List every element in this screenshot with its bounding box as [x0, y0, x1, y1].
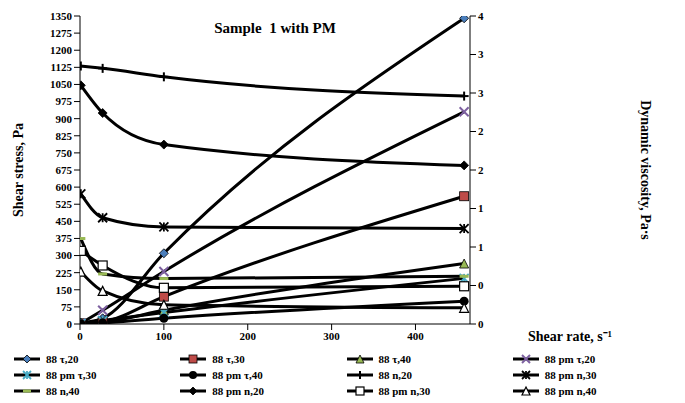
svg-text:750: 750	[56, 147, 73, 159]
html-text:88 pm n,20: 88 pm n,20	[212, 385, 264, 397]
svg-text:375: 375	[56, 232, 73, 244]
html-text:88 τ,40: 88 τ,40	[378, 353, 412, 365]
html-text:88 pm n,40: 88 pm n,40	[544, 385, 597, 397]
svg-text:0: 0	[67, 318, 73, 330]
svg-text:4: 4	[478, 10, 484, 22]
html-text:88 pm τ,20: 88 pm τ,20	[544, 353, 596, 365]
svg-text:900: 900	[56, 113, 73, 125]
html-text:88 n,20: 88 n,20	[378, 369, 413, 381]
html-text:88 pm n,30: 88 pm n,30	[378, 385, 431, 397]
svg-text:150: 150	[56, 284, 73, 296]
svg-text:0: 0	[478, 279, 484, 291]
svg-text:100: 100	[156, 330, 173, 342]
svg-text:225: 225	[56, 267, 73, 279]
svg-text:200: 200	[239, 330, 256, 342]
svg-text:300: 300	[56, 249, 73, 261]
svg-text:3: 3	[478, 48, 484, 60]
svg-text:3: 3	[478, 87, 484, 99]
svg-text:2: 2	[478, 164, 484, 176]
html-text:88 pm n,30: 88 pm n,30	[544, 369, 597, 381]
html-text:Shear rate, s⁻¹: Shear rate, s⁻¹	[528, 329, 612, 344]
svg-text:Dynamic viscosity, Pa·s: Dynamic viscosity, Pa·s	[638, 100, 653, 240]
svg-text:400: 400	[407, 330, 424, 342]
svg-text:0: 0	[478, 318, 484, 330]
svg-text:1200: 1200	[50, 44, 73, 56]
html-text:Sample 1 with PM: Sample 1 with PM	[214, 20, 336, 36]
svg-text:1050: 1050	[50, 78, 73, 90]
svg-text:825: 825	[56, 130, 73, 142]
svg-text:675: 675	[56, 164, 73, 176]
svg-text:1: 1	[478, 241, 484, 253]
svg-text:2: 2	[478, 125, 484, 137]
svg-text:1350: 1350	[50, 10, 73, 22]
svg-text:Shear stress, Pa: Shear stress, Pa	[11, 123, 26, 217]
svg-text:1: 1	[478, 202, 484, 214]
svg-text:450: 450	[56, 215, 73, 227]
svg-text:0: 0	[77, 330, 83, 342]
svg-text:975: 975	[56, 95, 73, 107]
svg-text:525: 525	[56, 198, 73, 210]
html-text:88 τ,30: 88 τ,30	[212, 353, 245, 365]
svg-text:300: 300	[323, 330, 340, 342]
svg-text:1275: 1275	[50, 27, 73, 39]
html-text:88 pm τ,40: 88 pm τ,40	[212, 369, 263, 381]
svg-text:75: 75	[61, 301, 73, 313]
html-text:88 pm τ,30: 88 pm τ,30	[46, 369, 97, 381]
html-text:88 n,40: 88 n,40	[46, 385, 80, 397]
svg-text:1125: 1125	[51, 61, 73, 73]
svg-text:600: 600	[56, 181, 73, 193]
html-text:88 τ,20: 88 τ,20	[46, 353, 79, 365]
